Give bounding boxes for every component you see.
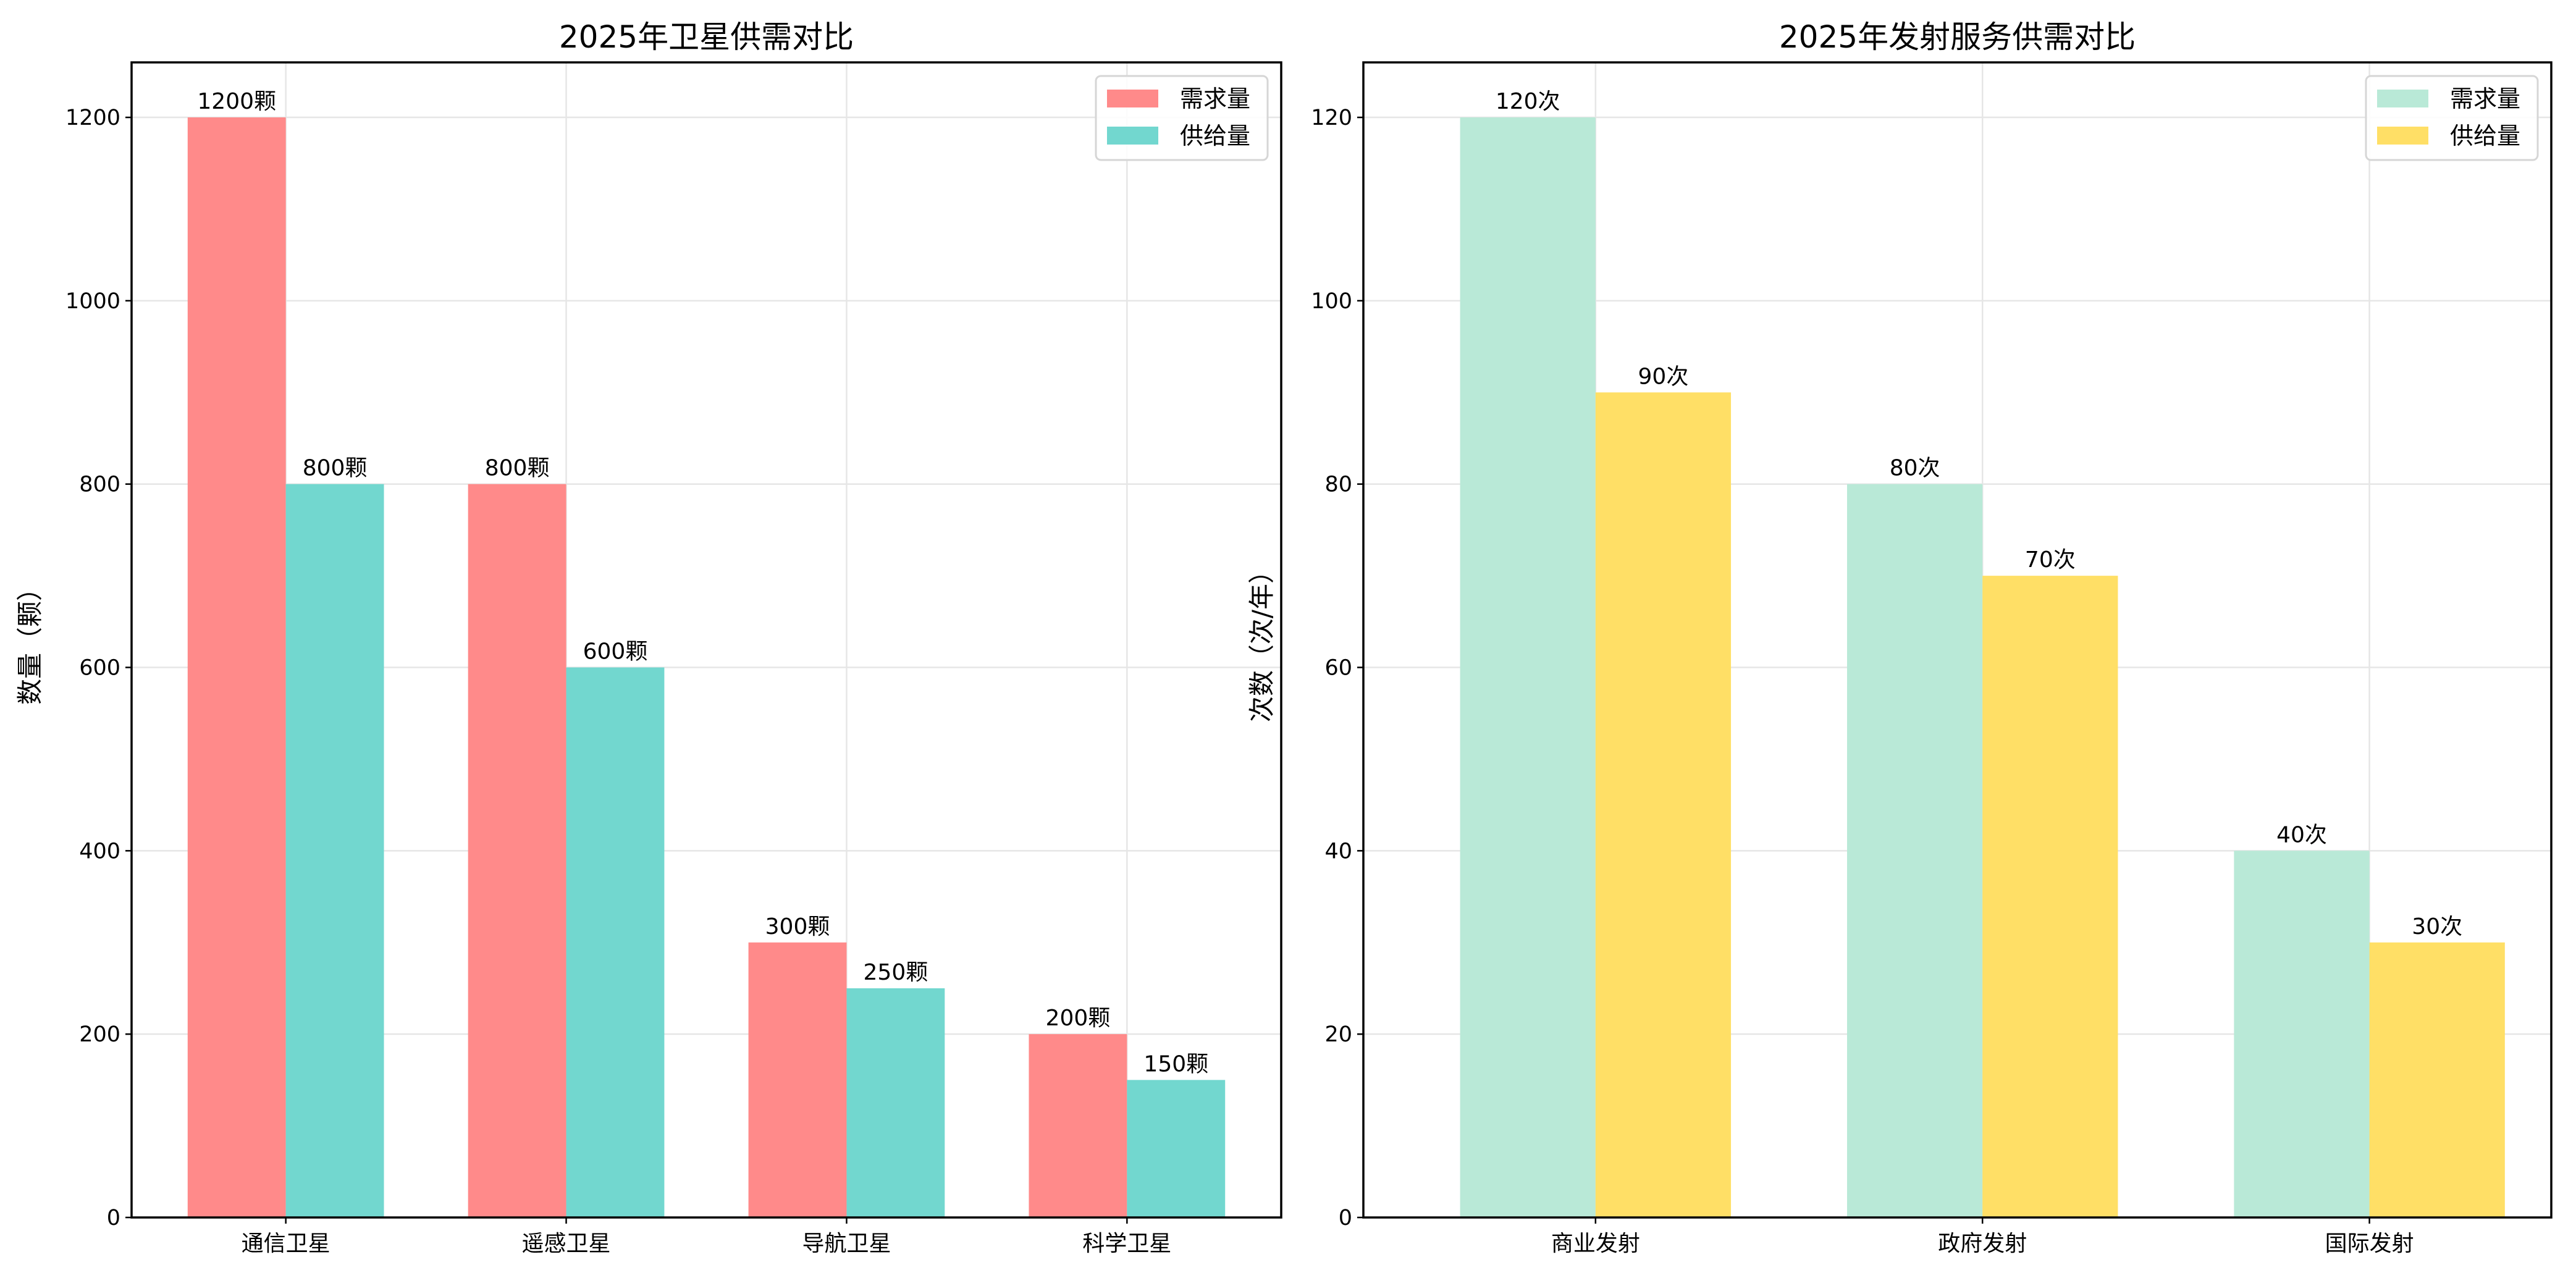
bar-data-label: 300颗	[765, 914, 830, 940]
bar-供给量	[2369, 942, 2505, 1217]
axes-frame	[130, 61, 1282, 1219]
bar-data-label: 40次	[2276, 822, 2327, 847]
chart-panel-0: 1200颗 800颗 300颗 200颗 800颗 600颗 250颗 150颗 0 200 400…	[15, 19, 1282, 1256]
y-tick-label: 1000	[65, 289, 120, 314]
bar-data-label: 200颗	[1046, 1006, 1111, 1031]
y-tick-label: 600	[79, 656, 120, 681]
y-tick-label: 1200	[65, 106, 120, 130]
x-tick-label: 科学卫星	[1082, 1231, 1171, 1256]
bar-需求量	[2234, 851, 2370, 1217]
legend-swatch-0	[2377, 90, 2428, 107]
bar-供给量	[566, 667, 665, 1217]
bar-供给量	[1127, 1080, 1226, 1217]
y-tick-label: 20	[1324, 1022, 1352, 1047]
bar-data-label: 150颗	[1143, 1051, 1208, 1077]
bar-data-label: 600颗	[583, 639, 648, 665]
y-axis-label: 数量（颗）	[15, 575, 45, 705]
y-tick-label: 0	[107, 1206, 120, 1230]
bar-供给量	[846, 988, 945, 1217]
x-tick-label: 政府发射	[1938, 1231, 2027, 1256]
y-tick-label: 40	[1324, 839, 1352, 864]
y-tick-label: 0	[1339, 1206, 1352, 1230]
y-axis-label: 次数（次/年）	[1247, 558, 1277, 722]
x-tick-label: 通信卫星	[242, 1231, 330, 1256]
legend-swatch-1	[2377, 127, 2428, 145]
bar-data-label: 80次	[1890, 456, 1940, 481]
x-tick-label: 导航卫星	[802, 1231, 891, 1256]
axes-frame	[1362, 61, 2553, 1219]
bar-data-label: 90次	[1638, 364, 1689, 389]
chart-title: 2025年发射服务供需对比	[1779, 19, 2136, 55]
y-tick-label: 200	[79, 1022, 120, 1047]
bar-需求量	[748, 942, 847, 1217]
y-tick-label: 100	[1311, 289, 1352, 314]
bar-供给量	[1595, 392, 1732, 1218]
y-tick-label: 60	[1324, 656, 1352, 681]
bar-供给量	[285, 484, 384, 1217]
legend-label: 需求量	[2450, 85, 2520, 112]
x-tick-label: 商业发射	[1551, 1231, 1640, 1256]
bar-data-label: 800颗	[303, 456, 368, 481]
bar-data-label: 800颗	[485, 456, 550, 481]
bar-需求量	[1460, 117, 1596, 1218]
y-tick-label: 800	[79, 473, 120, 497]
y-tick-label: 400	[79, 839, 120, 864]
y-tick-label: 80	[1324, 473, 1352, 497]
chart-title: 2025年卫星供需对比	[559, 19, 854, 55]
legend-label: 供给量	[2450, 122, 2520, 149]
bar-需求量	[1029, 1034, 1127, 1217]
y-tick-label: 120	[1311, 106, 1352, 130]
legend-swatch-0	[1107, 90, 1158, 107]
bar-供给量	[1982, 576, 2118, 1217]
bar-data-label: 30次	[2412, 914, 2462, 940]
legend-label: 供给量	[1180, 122, 1250, 149]
bar-需求量	[187, 117, 286, 1218]
bar-data-label: 250颗	[864, 960, 928, 985]
x-tick-label: 遥感卫星	[522, 1231, 611, 1256]
bar-data-label: 1200颗	[197, 89, 276, 114]
x-tick-label: 国际发射	[2325, 1231, 2414, 1256]
bar-需求量	[1846, 484, 1983, 1217]
legend-swatch-1	[1107, 127, 1158, 145]
bar-data-label: 120次	[1496, 89, 1560, 114]
chart-panel-1: 120次 80次 40次 90次 70次 30次 0 20 40 60 80 100 120 商业发射 政府…	[1247, 19, 2553, 1256]
legend-label: 需求量	[1180, 85, 1250, 112]
bar-需求量	[468, 484, 566, 1217]
bar-data-label: 70次	[2025, 547, 2076, 573]
